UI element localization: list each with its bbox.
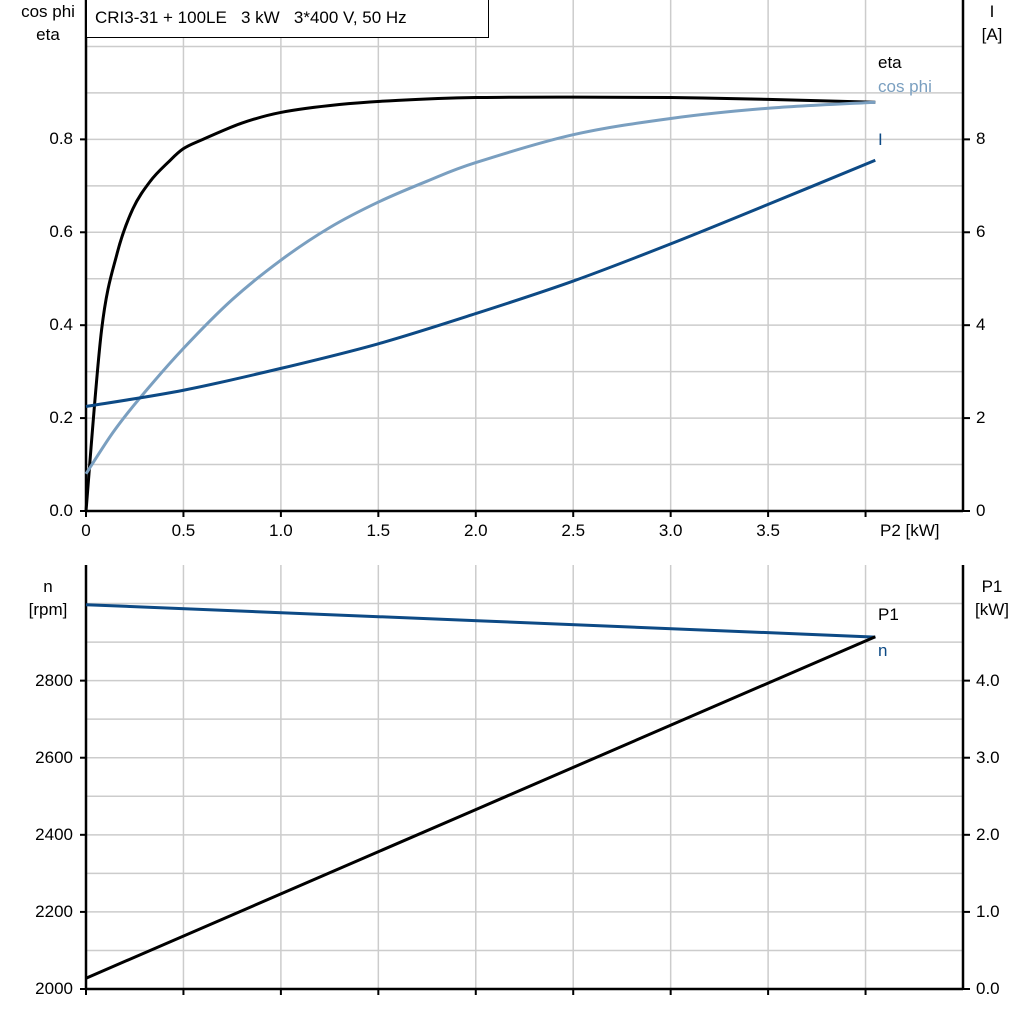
series-label-n: n (878, 641, 888, 661)
y-left-tick-label: 0.6 (49, 222, 73, 242)
y-right-tick-label: 2.0 (976, 824, 1000, 844)
series-label-I: I (878, 130, 883, 150)
y-right-tick-label: 3.0 (976, 747, 1000, 767)
y-right-tick-label: 4.0 (976, 670, 1000, 690)
y-left-tick-label: 2800 (35, 670, 73, 690)
y-right-tick-label: 6 (976, 222, 986, 242)
x-tick-label: 2.0 (463, 521, 488, 540)
y-left-tick-label: 0.2 (49, 408, 73, 428)
x-tick-label: 3.5 (756, 521, 780, 540)
series-label-cos-phi: cos phi (878, 77, 932, 96)
y-left-tick-label: 0.0 (49, 501, 73, 520)
y-left-tick-label: 0.4 (49, 315, 73, 335)
series-line-cos-phi (84, 100, 876, 475)
y-right-tick-label: 8 (976, 129, 986, 149)
x-tick-label: 0 (81, 521, 91, 540)
x-tick-label: 1.5 (366, 521, 391, 540)
x-tick-label: 0.5 (171, 521, 196, 540)
y-right-tick-label: 1.0 (976, 901, 1000, 921)
x-tick-label: 2.5 (561, 521, 586, 540)
y-left-tick-label: 0.8 (49, 129, 73, 149)
y-left-tick-label: 2200 (35, 901, 73, 921)
x-tick-label: 3.0 (658, 521, 683, 540)
series-label-P1: P1 (878, 604, 899, 624)
y-left-axis-label: cos phi (21, 2, 75, 21)
y-right-tick-label: 2 (976, 408, 986, 428)
y-right-axis-label: I (989, 2, 995, 21)
x-tick-label: 1.0 (269, 521, 293, 540)
y-left-axis-label: [rpm] (28, 600, 68, 619)
y-right-tick-label: 0.0 (976, 979, 1000, 998)
y-left-tick-label: 2400 (35, 824, 73, 844)
series-line-I (85, 158, 876, 408)
series-line-n (85, 603, 876, 639)
y-right-axis-label: P1 (981, 577, 1003, 596)
chart-title: CRI3-31 + 100LE 3 kW 3*400 V, 50 Hz (86, 0, 489, 38)
series-line-P1 (85, 635, 876, 980)
y-left-axis-label: n (43, 577, 53, 596)
y-right-axis-label: [A] (981, 25, 1003, 44)
y-right-tick-label: 0 (976, 501, 986, 520)
series-label-eta: eta (878, 53, 902, 72)
y-right-tick-label: 4 (976, 315, 986, 335)
y-right-axis-label: [kW] (975, 600, 1009, 619)
y-left-axis-label: eta (36, 25, 60, 44)
y-left-tick-label: 2000 (35, 979, 73, 998)
y-left-tick-label: 2600 (35, 747, 73, 767)
x-axis-label: P2 [kW] (880, 521, 940, 540)
series-line-eta (84, 95, 876, 512)
